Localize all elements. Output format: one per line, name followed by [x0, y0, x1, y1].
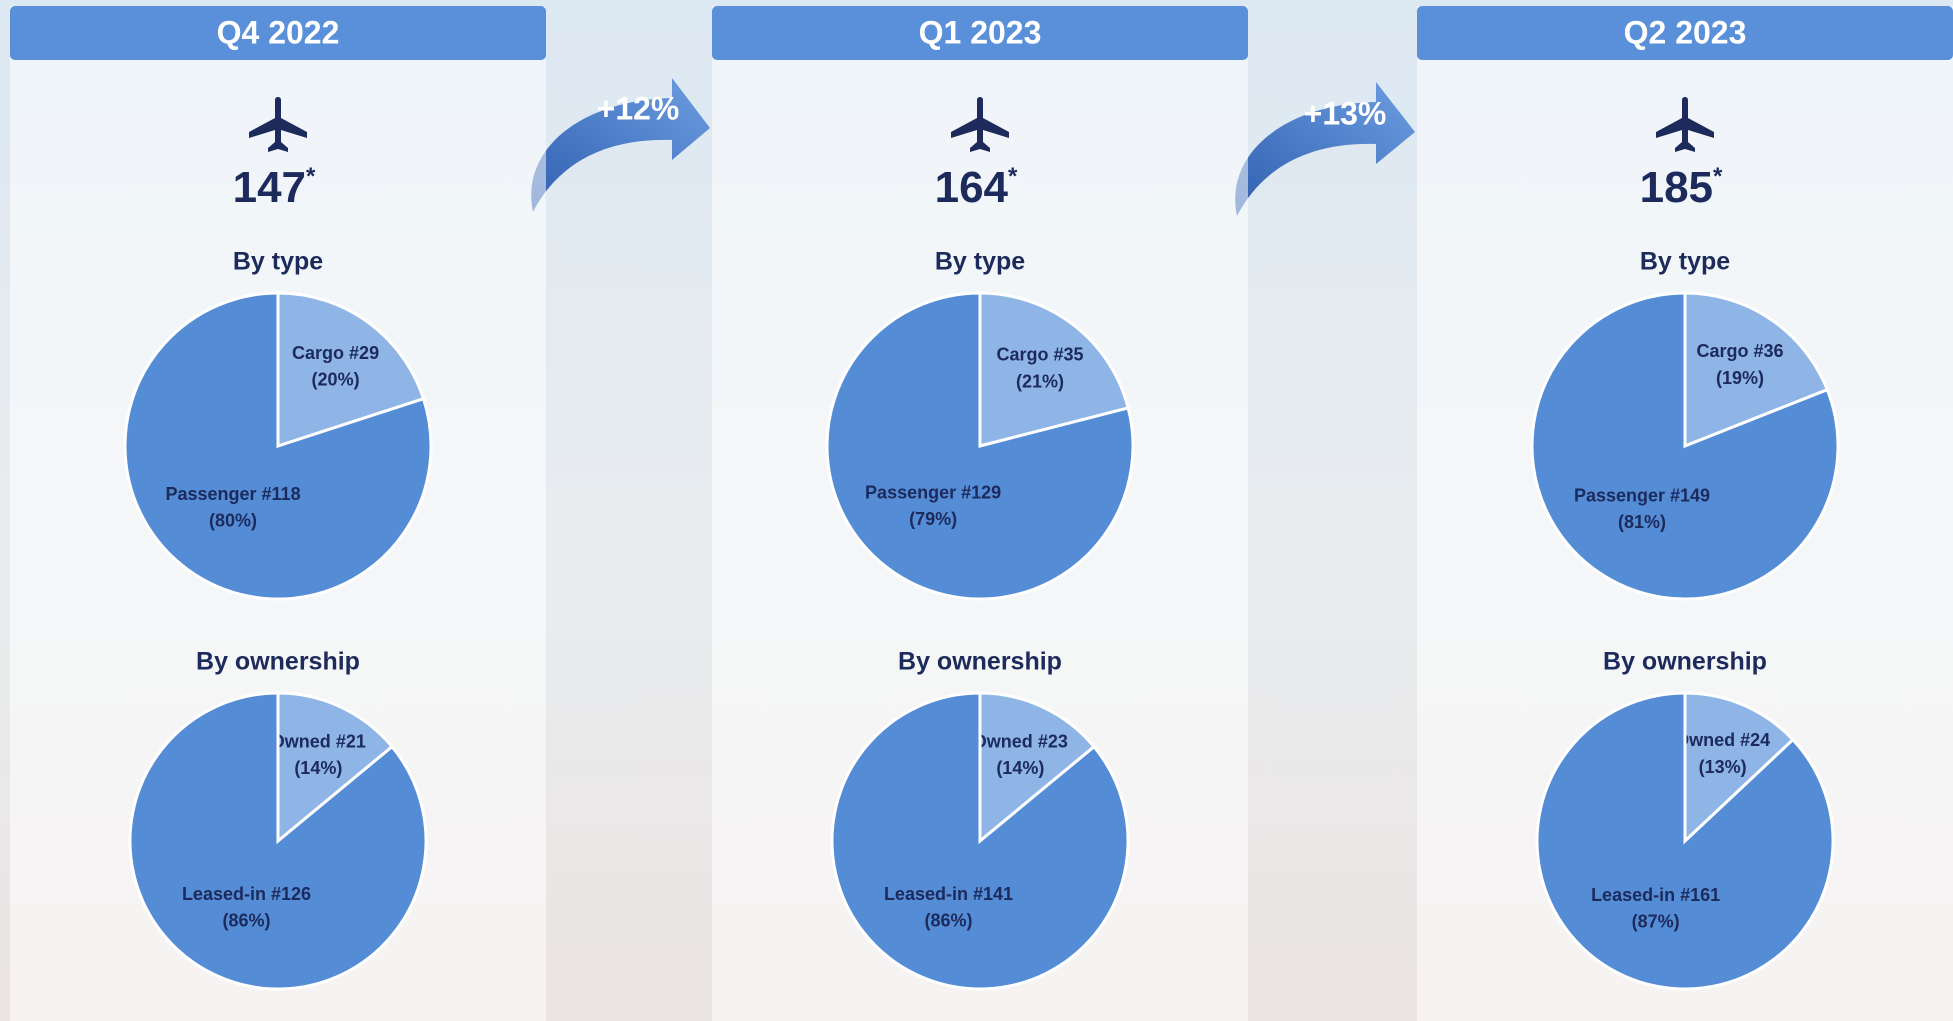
count-label: #126 [271, 884, 311, 904]
category-label: Passenger [165, 484, 256, 504]
fleet-total: 164* [935, 163, 1018, 212]
count-label: #36 [1754, 341, 1784, 361]
panel-header [1417, 6, 1953, 60]
pie-slice [830, 691, 1130, 991]
growth-label: +13% [1304, 95, 1387, 131]
plane-icon [249, 97, 307, 152]
category-label: Leased-in [1591, 885, 1675, 905]
count-label: #129 [961, 482, 1001, 502]
count-label: #118 [262, 484, 301, 504]
pie-slice [825, 291, 1135, 601]
count-label: #23 [1038, 731, 1068, 751]
plane-icon [1656, 97, 1714, 152]
count-label: #21 [336, 731, 366, 751]
share-label: (87%) [1632, 912, 1680, 932]
fleet-total: 185* [1640, 163, 1723, 212]
slice-label: Owned #24 [1675, 730, 1770, 750]
growth-arrow [531, 78, 1415, 216]
quarter-label: Q1 2023 [919, 14, 1042, 50]
count-label: #35 [1054, 344, 1084, 364]
pie-slice [1530, 291, 1840, 601]
pie-title: By ownership [1603, 648, 1767, 676]
category-label: Cargo [996, 344, 1048, 364]
share-label: (86%) [222, 911, 270, 931]
pie-slice [1683, 291, 1830, 449]
total-value: 164 [935, 163, 1009, 212]
pie-slice [123, 291, 433, 601]
pie-slice [978, 291, 1131, 448]
share-label: (13%) [1699, 757, 1747, 777]
slice-label: Cargo #35 [996, 344, 1083, 364]
category-label: Passenger [865, 482, 956, 502]
footnote-mark: * [1713, 163, 1723, 190]
count-label: #29 [349, 343, 379, 363]
category-label: Cargo [1697, 341, 1749, 361]
category-label: Leased-in [182, 884, 266, 904]
total-value: 147 [233, 163, 306, 212]
category-label: Owned [1675, 730, 1735, 750]
growth-label: +12% [597, 90, 680, 126]
share-label: (80%) [209, 511, 257, 531]
slice-label: Leased-in #126 [182, 884, 311, 904]
share-label: (81%) [1618, 512, 1666, 532]
panel-header [10, 6, 546, 60]
pie-slice [1535, 691, 1835, 991]
category-label: Leased-in [884, 884, 968, 904]
category-label: Owned [973, 731, 1033, 751]
share-label: (19%) [1716, 368, 1764, 388]
pie-title: By type [233, 248, 323, 276]
share-label: (20%) [312, 370, 360, 390]
slice-label: Passenger #129 [865, 482, 1001, 502]
count-label: #141 [973, 884, 1013, 904]
pie-title: By type [1640, 248, 1730, 276]
share-label: (79%) [909, 509, 957, 529]
category-label: Cargo [292, 343, 344, 363]
quarter-label: Q2 2023 [1624, 14, 1747, 50]
pie-title: By ownership [196, 648, 360, 676]
count-label: #161 [1680, 885, 1720, 905]
pie-slice [276, 691, 395, 845]
share-label: (21%) [1016, 371, 1064, 391]
share-label: (86%) [924, 911, 972, 931]
arrow-shape [531, 78, 710, 212]
category-label: Passenger [1574, 485, 1665, 505]
slice-label: Leased-in #141 [884, 884, 1013, 904]
slice-label: Leased-in #161 [1591, 885, 1720, 905]
plane-icon [951, 97, 1009, 152]
count-label: #24 [1740, 730, 1770, 750]
pie-slice [128, 691, 428, 991]
slice-label: Cargo #29 [292, 343, 379, 363]
slice-label: Cargo #36 [1697, 341, 1784, 361]
fleet-total: 147* [233, 163, 316, 212]
slice-label: Owned #21 [271, 731, 366, 751]
count-label: #149 [1670, 485, 1710, 505]
pie-title: By type [935, 248, 1025, 276]
total-value: 185 [1640, 163, 1713, 212]
pie-slice [978, 691, 1097, 845]
share-label: (14%) [294, 758, 342, 778]
category-label: Owned [271, 731, 331, 751]
pie-slice [276, 291, 426, 449]
arrow-shape [1235, 82, 1415, 216]
quarter-label: Q4 2022 [217, 14, 340, 50]
slice-label: Passenger #149 [1574, 485, 1710, 505]
panel-header [712, 6, 1248, 60]
slice-label: Owned #23 [973, 731, 1068, 751]
footnote-mark: * [1008, 163, 1018, 190]
pie-slice [1683, 691, 1796, 845]
pie-title: By ownership [898, 648, 1062, 676]
share-label: (14%) [996, 758, 1044, 778]
footnote-mark: * [306, 163, 316, 190]
slice-label: Passenger #118 [165, 484, 300, 504]
